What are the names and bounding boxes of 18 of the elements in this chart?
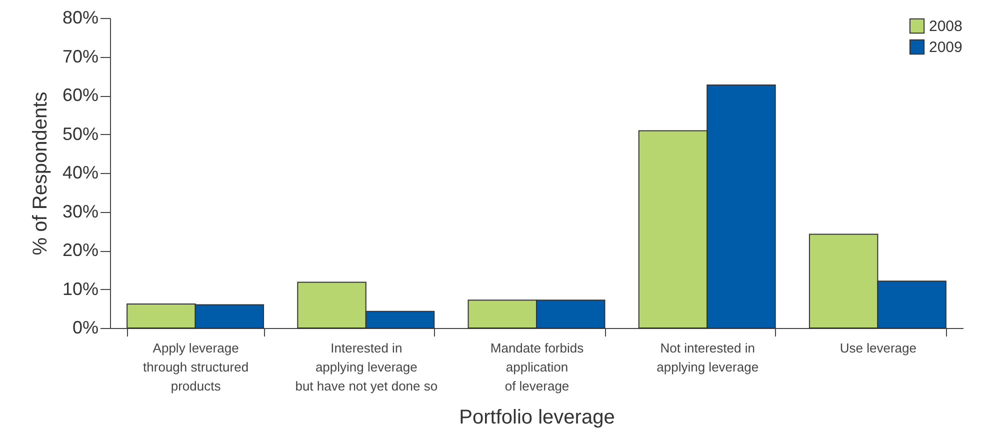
- y-tick-label: 70%: [62, 46, 98, 66]
- y-tick-label: 60%: [62, 85, 98, 105]
- legend-label: 2008: [929, 18, 962, 35]
- y-tick-label: 0%: [72, 318, 98, 338]
- legend-label: 2009: [929, 39, 962, 56]
- y-tick-label: 10%: [62, 278, 98, 299]
- x-tick-label: Interested in applying leverage but have not yet done so: [295, 340, 438, 394]
- y-tick-label: 80%: [62, 8, 98, 28]
- x-tick-label: Not interested in applying leverage: [656, 340, 759, 374]
- x-axis-title: Portfolio leverage: [459, 406, 615, 428]
- y-tick-label: 20%: [62, 240, 98, 260]
- y-tick-label: 50%: [62, 124, 98, 144]
- x-tick-label: Use leverage: [840, 340, 917, 356]
- x-tick-label: Apply leverage through structured products: [143, 340, 249, 394]
- y-axis-title: % of Respondents: [29, 92, 52, 256]
- x-tick-label: Mandate forbids application of leverage: [490, 340, 584, 394]
- y-tick-label: 30%: [62, 201, 98, 222]
- y-tick-label: 40%: [62, 162, 98, 182]
